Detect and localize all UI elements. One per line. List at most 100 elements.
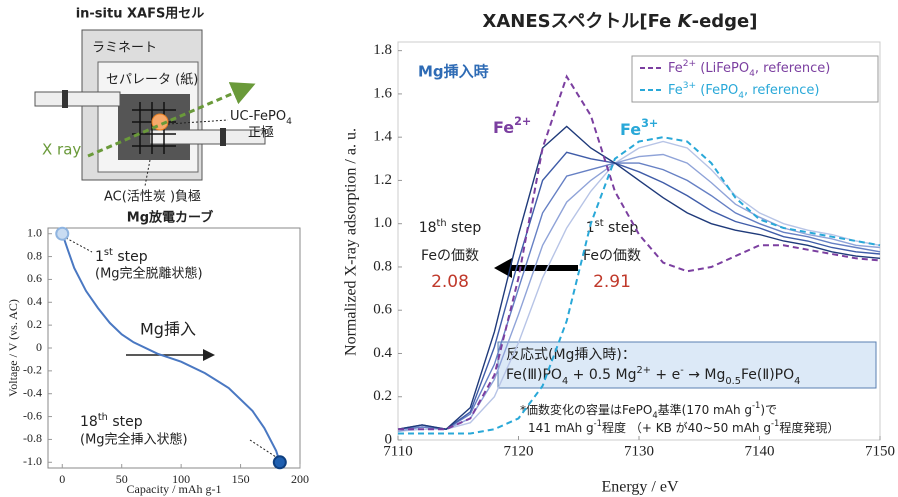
text-segment: (FePO (696, 83, 738, 98)
text-segment: → Mg (684, 367, 726, 383)
text-segment: 1 (95, 249, 104, 265)
y-tick-label: 1.0 (373, 215, 392, 231)
text-segment: 3+ (683, 81, 696, 91)
point-marker (55, 226, 70, 241)
text-segment: step (108, 414, 143, 430)
cell-diagram: in-situ XAFS用セル ラミネート セパレータ (紙) X ray UC… (34, 7, 292, 205)
text-segment: -1 (752, 400, 760, 410)
text-segment: 程度 （+ KB が40~50 mAh g (602, 420, 771, 435)
text-segment: 4 (794, 376, 800, 387)
annotation: 18th step (80, 412, 143, 431)
series-line (398, 74, 881, 431)
leader (144, 159, 151, 187)
reaction: Fe(Ⅲ)PO4 + 0.5 Mg2+ + e- → Mg0.5Fe(Ⅱ)PO4 (506, 365, 800, 387)
note: 141 mAh g-1程度 （+ KB が40~50 mAh g-1程度発現） (528, 418, 839, 435)
annotation: 1st step (586, 218, 639, 237)
tab (149, 129, 266, 145)
text-segment: + 0.5 Mg (568, 367, 636, 383)
text-segment: - (680, 365, 684, 376)
separator-label: セパレータ (紙) (106, 73, 198, 88)
annotation: 18th step (419, 218, 482, 237)
x-tick-label: 7150 (865, 443, 895, 459)
text-segment: th (437, 218, 447, 229)
text-segment: + e (651, 367, 680, 383)
y-tick-label: -0.8 (23, 431, 42, 445)
x-axis-label: Energy / eV (601, 479, 678, 496)
valence: 2.08 (431, 272, 469, 292)
text-segment: st (104, 247, 113, 258)
text-segment: 141 mAh g (528, 421, 594, 435)
x-tick-label: 150 (232, 472, 250, 486)
y-axis-label: Normalized X-ray adsorption / a. u. (343, 128, 360, 356)
leader (249, 439, 277, 458)
annotation: (Mg完全脱離状態) (95, 266, 203, 282)
series-line (398, 136, 881, 435)
y-tick-label: 1.4 (373, 129, 392, 145)
text-segment: 0.5 (725, 376, 741, 387)
text-segment: th (98, 412, 108, 423)
y-tick-label: -0.6 (23, 408, 42, 422)
text-segment: Fe (668, 61, 683, 76)
laminate-label: ラミネート (92, 41, 157, 56)
series-line (397, 162, 881, 430)
text-segment: Fe(Ⅲ)PO (506, 367, 562, 383)
x-tick-label: 7120 (504, 443, 534, 459)
text-segment: step (604, 220, 639, 236)
annotation: Feの価数 (583, 248, 641, 264)
y-tick-label: -0.2 (23, 363, 42, 377)
y-tick-label: 0.4 (373, 345, 392, 361)
text-segment: , reference) (744, 83, 819, 98)
series-line (397, 140, 881, 432)
text-segment: 3+ (641, 117, 658, 130)
text-segment: , reference) (755, 61, 830, 76)
annotation: Mg挿入 (140, 320, 196, 339)
y-tick-label: -1.0 (23, 454, 42, 468)
anode-label: AC(活性炭 )負極 (104, 189, 201, 205)
x-tick-label: 100 (172, 472, 190, 486)
annotation: Fe2+ (493, 115, 531, 137)
series-line (397, 125, 881, 430)
x-axis-label: Capacity / mAh g-1 (127, 482, 222, 496)
series-line (61, 233, 281, 463)
y-tick-label: 0.6 (373, 302, 392, 318)
legend-label: Fe2+ (LiFePO4, reference) (668, 59, 830, 79)
y-tick-label: 0.6 (27, 271, 42, 285)
text-segment: 4 (562, 376, 568, 387)
text-segment: 18 (419, 220, 437, 236)
text-segment: Fe (668, 83, 683, 98)
cathode-label: UC-FePO4 (230, 109, 292, 127)
text-segment: Fe(Ⅱ)PO (741, 367, 794, 383)
text-segment: 2+ (637, 365, 651, 376)
reaction-title: 反応式(Mg挿入時)： (506, 347, 636, 363)
y-tick-label: 0.2 (27, 317, 42, 331)
text-segment: *価数変化の容量はFePO (520, 402, 652, 417)
text-segment: XANESスペクトル[Fe (483, 11, 678, 32)
text-segment: 4 (652, 410, 657, 420)
text-segment: step (113, 249, 148, 265)
y-tick-label: -0.4 (23, 385, 42, 399)
annotation: 1st step (95, 247, 148, 266)
x-tick-label: 50 (116, 472, 128, 486)
text-segment: -1 (771, 418, 779, 428)
note: *価数変化の容量はFePO4基準(170 mAh g-1)で (520, 400, 777, 420)
cathode-name: 正極 (248, 125, 274, 141)
x-tick-label: 7140 (745, 443, 775, 459)
point-marker (272, 455, 287, 470)
text-segment: 基準(170 mAh g (658, 402, 752, 417)
series-line (397, 153, 881, 432)
y-tick-label: 0.2 (373, 388, 392, 404)
y-tick-label: 0.8 (373, 258, 392, 274)
text-segment: -edge] (692, 11, 758, 32)
x-tick-label: 7130 (624, 443, 654, 459)
y-tick-label: 0.8 (27, 248, 42, 262)
annotation: Feの価数 (421, 248, 479, 264)
text-segment: 4 (738, 91, 744, 101)
text-segment: 18 (80, 414, 98, 430)
legend-label: Fe3+ (FePO4, reference) (668, 81, 819, 101)
chart-title: XANESスペクトル[Fe K-edge] (483, 11, 758, 32)
x-tick-label: 0 (59, 472, 65, 486)
plots: 1.00.80.60.40.20-0.2-0.4-0.6-0.8-1.00 50 1… (23, 41, 895, 486)
tab-clip (62, 90, 68, 108)
y-tick-label: 0 (385, 431, 393, 447)
